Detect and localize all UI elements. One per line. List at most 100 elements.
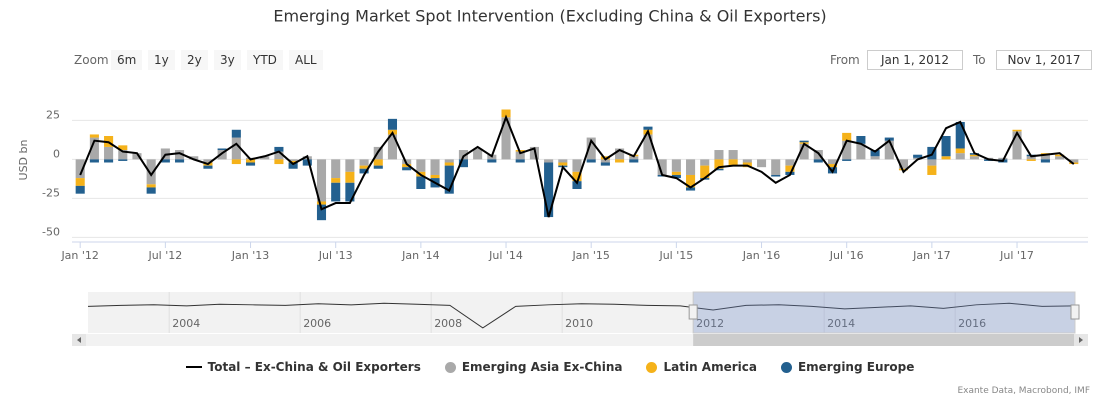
bar [274, 159, 284, 165]
legend-item[interactable]: Emerging Asia Ex-China [444, 360, 622, 374]
bar [927, 165, 937, 175]
legend-dot [646, 361, 658, 373]
zoom-button[interactable]: 1y [148, 50, 175, 70]
bar [629, 159, 639, 163]
bar [884, 140, 894, 160]
arrow-icon [1079, 337, 1083, 343]
bar [558, 159, 568, 163]
bar [586, 159, 596, 163]
bar [969, 154, 979, 157]
bar [558, 162, 568, 166]
bar [615, 148, 625, 160]
bar [203, 165, 213, 169]
bar [1040, 159, 1050, 163]
bar [1012, 131, 1022, 160]
bar [1026, 156, 1036, 160]
bar [586, 137, 596, 160]
bar [856, 136, 866, 144]
bar [444, 159, 454, 163]
bar [288, 160, 298, 163]
bar [430, 159, 440, 175]
zoom-button[interactable]: 3y [214, 50, 241, 70]
navigator-handle[interactable] [1070, 304, 1080, 320]
bar [274, 146, 284, 152]
bar [316, 204, 327, 221]
bar [1055, 154, 1065, 157]
bar [799, 140, 809, 143]
legend-label: Emerging Europe [797, 360, 915, 374]
legend-item[interactable]: Emerging Europe [780, 360, 915, 374]
bar [245, 159, 256, 163]
bar [75, 185, 85, 194]
bar [572, 159, 582, 172]
bar [913, 154, 923, 158]
navigator-tick-label: 2006 [303, 317, 331, 330]
legend-line [185, 366, 202, 368]
bar [444, 162, 454, 166]
bar [927, 159, 937, 166]
arrow-icon [77, 337, 81, 343]
bar [643, 126, 653, 130]
bar [785, 159, 795, 166]
x-tick-label: Jan '16 [742, 249, 780, 262]
bar [813, 159, 823, 163]
bar [572, 171, 582, 182]
bar [416, 176, 426, 189]
bar [288, 162, 298, 169]
x-tick-label: Jul '14 [488, 249, 523, 262]
bar [572, 181, 582, 189]
bar [955, 121, 965, 149]
bar [402, 164, 412, 168]
bar [671, 171, 681, 175]
scrollbar-thumb[interactable] [693, 334, 1074, 346]
bar [231, 159, 241, 165]
bar [444, 165, 454, 194]
bar [941, 156, 951, 160]
bar [160, 159, 170, 163]
bar [274, 151, 284, 160]
bar [686, 159, 696, 175]
bar [89, 137, 99, 160]
x-tick-label: Jan '17 [912, 249, 950, 262]
legend-item[interactable]: Total – Ex-China & Oil Exporters [185, 360, 421, 374]
zoom-button[interactable]: ALL [289, 50, 323, 70]
bar [671, 159, 681, 172]
bar [884, 137, 894, 141]
bar [898, 159, 909, 169]
bar [544, 159, 554, 163]
bar [146, 187, 156, 194]
legend-label: Latin America [663, 360, 757, 374]
bar [1040, 154, 1050, 160]
bar [458, 159, 468, 168]
bar [331, 178, 341, 183]
bar [345, 159, 355, 172]
bar [331, 182, 341, 202]
bar [955, 148, 965, 154]
to-input[interactable]: Nov 1, 2017 [996, 50, 1092, 70]
bar [842, 132, 852, 141]
bar [969, 156, 979, 160]
bar [756, 159, 767, 168]
legend-item[interactable]: Latin America [646, 360, 757, 374]
bar [998, 157, 1008, 160]
bar [785, 165, 795, 172]
line [79, 114, 1075, 218]
bar [104, 159, 114, 163]
bar [1012, 129, 1022, 132]
bar [856, 143, 866, 160]
bar [501, 117, 511, 160]
bar [771, 159, 781, 175]
from-input[interactable]: Jan 1, 2012 [867, 50, 963, 70]
zoom-button[interactable]: 6m [111, 50, 143, 70]
bar [714, 150, 724, 160]
bar [714, 168, 724, 171]
zoom-button[interactable]: YTD [247, 50, 283, 70]
navigator-handle[interactable] [688, 304, 698, 320]
y-tick-label: -50 [42, 225, 60, 238]
bar [316, 159, 327, 202]
bar [217, 148, 227, 151]
zoom-button[interactable]: 2y [181, 50, 208, 70]
bar [345, 171, 355, 183]
bar [827, 159, 838, 165]
bar [643, 134, 653, 160]
